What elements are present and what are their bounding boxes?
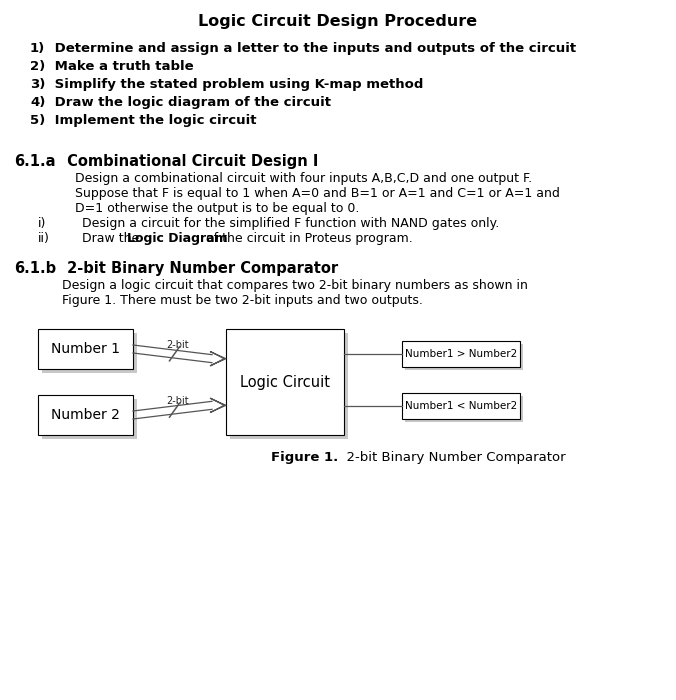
Text: 5): 5) xyxy=(30,114,45,127)
Text: i): i) xyxy=(38,217,47,230)
Bar xyxy=(402,341,520,367)
Text: Figure 1.: Figure 1. xyxy=(271,451,338,464)
Text: Design a circuit for the simplified F function with NAND gates only.: Design a circuit for the simplified F fu… xyxy=(82,217,500,230)
Text: Number1 > Number2: Number1 > Number2 xyxy=(405,349,517,359)
Bar xyxy=(230,333,348,439)
Text: 2-bit Binary Number Comparator: 2-bit Binary Number Comparator xyxy=(62,261,338,276)
Text: 2-bit: 2-bit xyxy=(166,396,189,406)
Text: Number 1: Number 1 xyxy=(51,342,120,356)
Text: of the circuit in Proteus program.: of the circuit in Proteus program. xyxy=(201,232,412,245)
Text: 2-bit: 2-bit xyxy=(166,340,189,350)
Text: Draw the: Draw the xyxy=(82,232,143,245)
Bar xyxy=(402,393,520,419)
Text: Combinational Circuit Design I: Combinational Circuit Design I xyxy=(62,154,318,169)
Text: Design a logic circuit that compares two 2-bit binary numbers as shown in: Design a logic circuit that compares two… xyxy=(62,279,528,292)
Text: Simplify the stated problem using K-map method: Simplify the stated problem using K-map … xyxy=(50,78,423,91)
Text: Number 2: Number 2 xyxy=(51,408,120,422)
Text: Design a combinational circuit with four inputs A,B,C,D and one output F.: Design a combinational circuit with four… xyxy=(75,172,532,185)
Text: 2-bit Binary Number Comparator: 2-bit Binary Number Comparator xyxy=(338,451,566,464)
Bar xyxy=(405,396,523,422)
Text: Draw the logic diagram of the circuit: Draw the logic diagram of the circuit xyxy=(50,96,331,109)
Text: 6.1.b: 6.1.b xyxy=(14,261,56,276)
Bar xyxy=(42,333,137,373)
Bar xyxy=(38,395,133,435)
Text: Figure 1. There must be two 2-bit inputs and two outputs.: Figure 1. There must be two 2-bit inputs… xyxy=(62,294,423,307)
Text: Implement the logic circuit: Implement the logic circuit xyxy=(50,114,256,127)
Text: Logic Circuit: Logic Circuit xyxy=(240,374,330,389)
Bar xyxy=(38,329,133,369)
Text: 1): 1) xyxy=(30,42,45,55)
Text: Logic Circuit Design Procedure: Logic Circuit Design Procedure xyxy=(199,14,477,29)
Text: Make a truth table: Make a truth table xyxy=(50,60,193,73)
Text: 2): 2) xyxy=(30,60,45,73)
Text: ii): ii) xyxy=(38,232,50,245)
Text: Number1 < Number2: Number1 < Number2 xyxy=(405,401,517,411)
Text: 4): 4) xyxy=(30,96,45,109)
Text: Determine and assign a letter to the inputs and outputs of the circuit: Determine and assign a letter to the inp… xyxy=(50,42,576,55)
Text: Suppose that F is equal to 1 when A=0 and B=1 or A=1 and C=1 or A=1 and: Suppose that F is equal to 1 when A=0 an… xyxy=(75,187,560,200)
Text: Logic Diagram: Logic Diagram xyxy=(128,232,228,245)
Bar xyxy=(226,329,344,435)
Text: D=1 otherwise the output is to be equal to 0.: D=1 otherwise the output is to be equal … xyxy=(75,202,360,215)
Polygon shape xyxy=(210,351,226,365)
Bar xyxy=(42,399,137,439)
Text: 6.1.a: 6.1.a xyxy=(14,154,55,169)
Polygon shape xyxy=(210,398,226,412)
Bar xyxy=(405,344,523,370)
Text: 3): 3) xyxy=(30,78,45,91)
